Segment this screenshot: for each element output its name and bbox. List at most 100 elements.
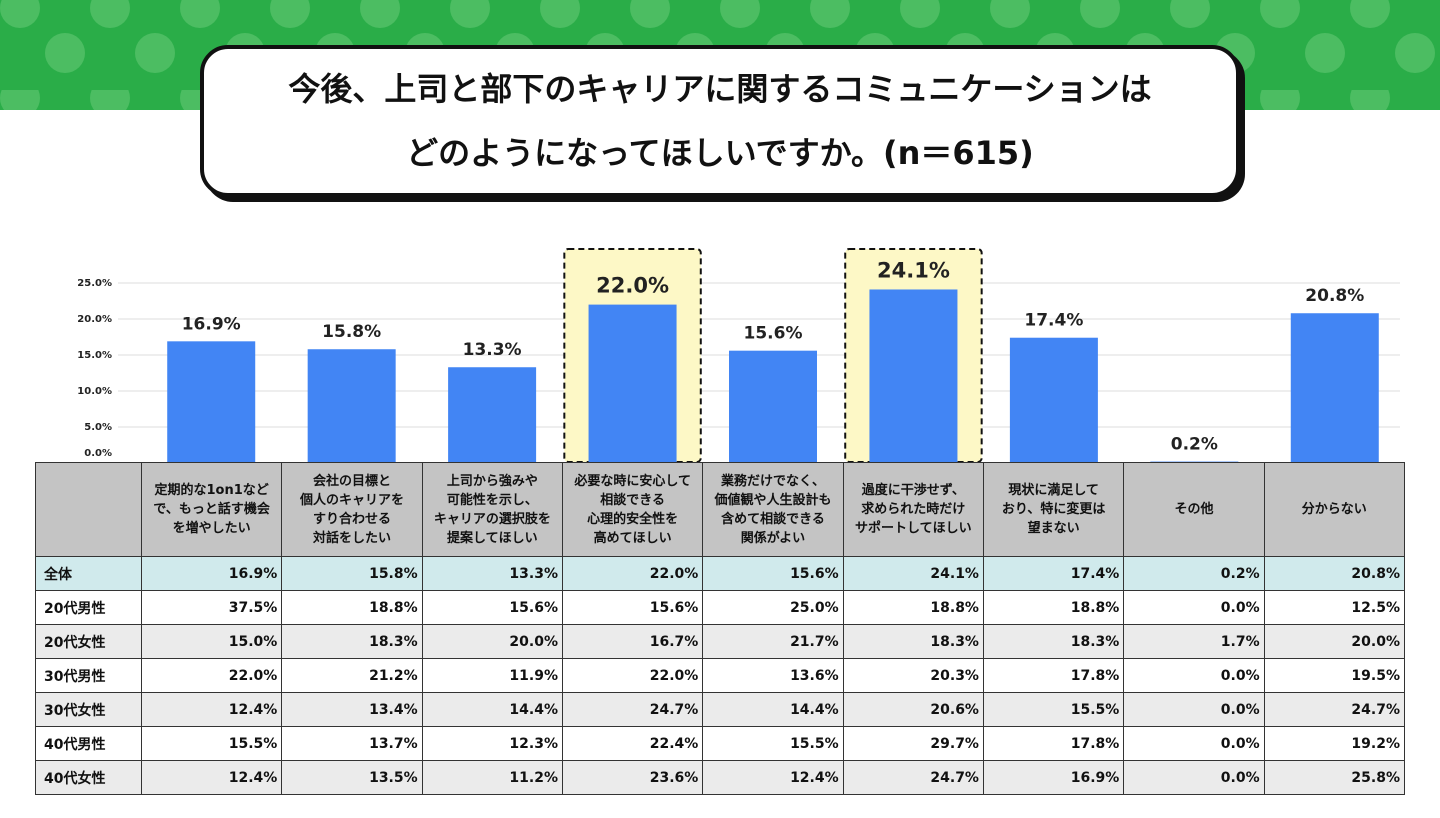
table-cell: 15.5%	[140, 726, 283, 761]
table-cell: 全体	[35, 556, 142, 591]
table-cell: 13.5%	[281, 760, 423, 795]
table-cell: 14.4%	[421, 692, 563, 727]
table-cell: 13.3%	[421, 556, 563, 591]
y-tick-label: 20.0%	[77, 314, 112, 325]
table-cell: 上司から強みや 可能性を示し、 キャリアの選択肢を 提案してほしい	[421, 462, 563, 557]
table-cell: 18.3%	[982, 624, 1125, 659]
table-cell: 15.6%	[702, 556, 844, 591]
table-cell: 15.5%	[982, 692, 1125, 727]
value-label: 16.9%	[182, 314, 241, 334]
table-cell: 19.5%	[1263, 658, 1406, 693]
table-cell: 14.4%	[702, 692, 844, 727]
table-cell: 15.5%	[702, 726, 844, 761]
table-cell: 20代女性	[35, 624, 142, 659]
table-cell: 12.3%	[421, 726, 563, 761]
table-cell: 17.8%	[982, 658, 1125, 693]
value-label: 13.3%	[463, 340, 522, 360]
table-cell: 21.2%	[281, 658, 423, 693]
table-cell	[35, 462, 142, 557]
bar	[729, 350, 817, 463]
y-tick-label: 25.0%	[77, 278, 112, 289]
value-label: 0.2%	[1171, 435, 1218, 455]
y-tick-label: 0.0%	[84, 448, 112, 459]
table-cell: 11.9%	[421, 658, 563, 693]
table-row: 全体 16.9% 15.8% 13.3% 22.0% 15.6% 24.1% 17.4% 0.2…	[35, 556, 1406, 591]
table-cell: 21.7%	[702, 624, 844, 659]
value-label: 15.6%	[744, 324, 803, 344]
table-cell: 20.6%	[842, 692, 984, 727]
data-table: 定期的な1on1など で、もっと話す機会 を増やしたい 会社の目標と 個人のキャリ…	[35, 462, 1406, 795]
table-cell: 20.3%	[842, 658, 984, 693]
table-cell: 15.6%	[421, 590, 563, 625]
table-cell: 18.8%	[842, 590, 984, 625]
bar	[1009, 337, 1098, 463]
table-cell: 17.4%	[982, 556, 1125, 591]
title-line: 今後、上司と部下のキャリアに関するコミュニケーションは	[288, 70, 1152, 108]
value-label: 15.8%	[322, 322, 381, 342]
table-cell: 40代女性	[35, 760, 142, 795]
table-cell: 0.0%	[1123, 692, 1265, 727]
table-cell: 18.8%	[982, 590, 1125, 625]
title-line: どのようになってほしいですか。(n＝615)	[406, 134, 1034, 172]
y-tick-label: 15.0%	[77, 350, 112, 361]
table-cell: 30代女性	[35, 692, 142, 727]
table-cell: 1.7%	[1123, 624, 1265, 659]
table-cell: 定期的な1on1など で、もっと話す機会 を増やしたい	[140, 462, 283, 557]
table-cell: 24.7%	[1263, 692, 1406, 727]
table-cell: 16.9%	[140, 556, 283, 591]
table-cell: 24.1%	[842, 556, 984, 591]
table-row: 20代女性 15.0% 18.3% 20.0% 16.7% 21.7% 18.3% 18.3%…	[35, 624, 1406, 659]
table-cell: 13.7%	[281, 726, 423, 761]
table-cell: 22.4%	[561, 726, 704, 761]
table-cell: 30代男性	[35, 658, 142, 693]
table-row: 30代女性 12.4% 13.4% 14.4% 24.7% 14.4% 20.6% 15.5%…	[35, 692, 1406, 727]
table-cell: 必要な時に安心して 相談できる 心理的安全性を 高めてほしい	[561, 462, 704, 557]
table-cell: 現状に満足して おり、特に変更は 望まない	[982, 462, 1125, 557]
table-cell: 12.4%	[702, 760, 844, 795]
table-cell: 12.5%	[1263, 590, 1406, 625]
table-cell: 0.0%	[1123, 658, 1265, 693]
table-cell: 24.7%	[842, 760, 984, 795]
bar	[307, 349, 396, 463]
table-cell: 40代男性	[35, 726, 142, 761]
table-row: 定期的な1on1など で、もっと話す機会 を増やしたい 会社の目標と 個人のキャリ…	[35, 462, 1406, 557]
table-cell: 23.6%	[561, 760, 704, 795]
value-label: 22.0%	[596, 274, 669, 298]
table-cell: 分からない	[1263, 462, 1406, 557]
table-cell: 22.0%	[140, 658, 283, 693]
table-cell: 16.9%	[982, 760, 1125, 795]
table-row: 20代男性 37.5% 18.8% 15.6% 15.6% 25.0% 18.8% 18.8%…	[35, 590, 1406, 625]
table-cell: 0.0%	[1123, 760, 1265, 795]
table-row: 40代女性 12.4% 13.5% 11.2% 23.6% 12.4% 24.7% 16.9%…	[35, 760, 1406, 795]
table-cell: 18.3%	[281, 624, 423, 659]
y-tick-label: 10.0%	[77, 386, 112, 397]
bar	[448, 367, 537, 463]
table-cell: 0.2%	[1123, 556, 1265, 591]
table-cell: 過度に干渉せず、 求められた時だけ サポートしてほしい	[842, 462, 984, 557]
bar	[167, 341, 256, 463]
table-cell: 25.8%	[1263, 760, 1406, 795]
table-cell: 13.4%	[281, 692, 423, 727]
table-cell: 会社の目標と 個人のキャリアを すり合わせる 対話をしたい	[281, 462, 423, 557]
table-cell: 15.8%	[281, 556, 423, 591]
table-cell: 12.4%	[140, 760, 283, 795]
table-cell: 22.0%	[561, 556, 704, 591]
table-cell: 18.8%	[281, 590, 423, 625]
table-cell: 29.7%	[842, 726, 984, 761]
table-cell: その他	[1123, 462, 1265, 557]
table-cell: 20代男性	[35, 590, 142, 625]
table-cell: 20.0%	[1263, 624, 1406, 659]
bar	[869, 289, 958, 463]
bar	[1290, 313, 1379, 463]
table-cell: 25.0%	[702, 590, 844, 625]
title-box: 今後、上司と部下のキャリアに関するコミュニケーションは どのようになってほしいで…	[200, 45, 1240, 197]
table-cell: 0.0%	[1123, 726, 1265, 761]
table-cell: 16.7%	[561, 624, 704, 659]
table-cell: 業務だけでなく、 価値観や人生設計も 含めて相談できる 関係がよい	[702, 462, 844, 557]
table-cell: 20.8%	[1263, 556, 1406, 591]
table-cell: 19.2%	[1263, 726, 1406, 761]
table-cell: 18.3%	[842, 624, 984, 659]
table-cell: 22.0%	[561, 658, 704, 693]
table-cell: 11.2%	[421, 760, 563, 795]
